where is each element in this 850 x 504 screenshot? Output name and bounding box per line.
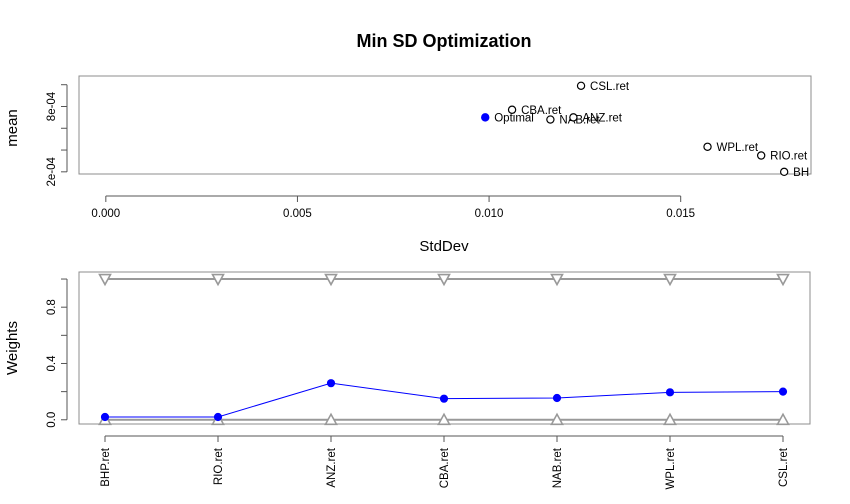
scatter-axes: 0.000 0.005 0.010 0.015 2e-04 8e-04: [46, 84, 695, 220]
scatter-y-axis-label: mean: [4, 109, 21, 147]
scatter-point: [481, 113, 490, 122]
scatter-x-tick-label: 0.000: [91, 208, 120, 220]
upper-bound-marker: [663, 273, 677, 287]
scatter-point: [703, 142, 712, 151]
scatter-point-label: CBA.ret: [521, 105, 562, 117]
weights-lines: [98, 273, 790, 426]
weights-x-tick-label: CSL.ret: [778, 447, 790, 487]
scatter-x-tick-label: 0.015: [666, 208, 695, 220]
upper-bound-marker: [98, 273, 112, 287]
upper-bound-marker: [437, 273, 451, 287]
weight-point: [326, 379, 336, 388]
scatter-y-tick-label: 2e-04: [46, 157, 58, 187]
scatter-point-label: WPL.ret: [717, 142, 759, 154]
upper-bound-marker: [776, 273, 790, 287]
scatter-point-label: BH: [793, 167, 809, 179]
scatter-point: [576, 81, 586, 91]
weights-panel: 0.0 0.4 0.8 BHP.ret RIO.ret ANZ.ret CBA.ret NAB…: [4, 271, 811, 490]
weights-x-tick-label: CBA.ret: [439, 447, 451, 488]
weight-point: [213, 412, 223, 422]
weights-x-tick-label: WPL.ret: [665, 447, 677, 489]
scatter-point: [569, 113, 578, 122]
scatter-point: [779, 167, 789, 177]
weights-y-tick-label: 0.0: [46, 412, 58, 428]
lower-bound-marker: [437, 412, 451, 426]
scatter-x-tick-label: 0.010: [475, 208, 504, 220]
scatter-y-tick-label: 8e-04: [46, 91, 58, 121]
weights-x-tick-label: ANZ.ret: [326, 447, 338, 487]
scatter-point: [546, 115, 555, 124]
weight-point: [552, 393, 562, 403]
lower-bound-marker: [776, 412, 790, 426]
weights-y-axis-label: Weights: [4, 321, 21, 375]
upper-bound-marker: [550, 273, 564, 287]
weight-point: [665, 388, 675, 397]
chart-title: Min SD Optimization: [357, 31, 532, 51]
weights-x-tick-label: NAB.ret: [552, 447, 564, 488]
scatter-plot-frame: [78, 75, 812, 175]
lower-bound-marker: [663, 412, 677, 426]
scatter-panel: Min SD Optimization 0.000 0.005 0.010 0.015…: [4, 31, 812, 255]
scatter-x-axis-label: StdDev: [419, 238, 469, 255]
scatter-point: [507, 105, 517, 114]
scatter-point: [756, 151, 766, 160]
scatter-x-tick-label: 0.005: [283, 208, 312, 220]
weight-point: [778, 387, 788, 396]
weights-x-tick-label: BHP.ret: [100, 447, 112, 487]
lower-bound-marker: [324, 412, 338, 426]
scatter-point-label: ANZ.ret: [582, 112, 622, 124]
weight-point: [100, 412, 110, 422]
weights-axes: 0.0 0.4 0.8 BHP.ret RIO.ret ANZ.ret CBA.ret NAB…: [46, 278, 790, 490]
lower-bound-marker: [550, 412, 564, 426]
scatter-point-label: RIO.ret: [770, 150, 808, 162]
upper-bound-marker: [324, 273, 338, 287]
weights-y-tick-label: 0.4: [46, 355, 58, 372]
scatter-point-label: CSL.ret: [590, 81, 630, 93]
weight-point: [439, 394, 449, 403]
scatter-point-label: Optimal: [494, 112, 534, 124]
scatter-points: CSL.retCBA.retNAB.retANZ.retWPL.retRIO.r…: [481, 81, 809, 179]
upper-bound-marker: [211, 273, 225, 287]
weights-y-tick-label: 0.8: [46, 299, 58, 315]
weights-x-tick-label: RIO.ret: [213, 447, 225, 485]
